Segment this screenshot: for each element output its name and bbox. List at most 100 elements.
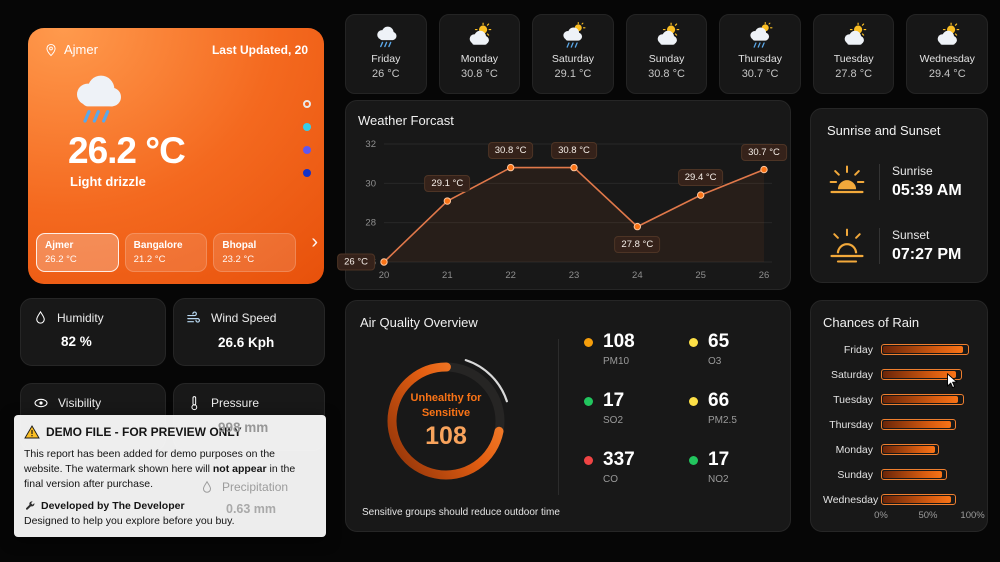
cities-next-arrow[interactable]: ›: [311, 231, 318, 253]
demo-developer-line: Developed by The Developer: [24, 500, 316, 512]
rain-bar[interactable]: [881, 344, 970, 355]
svg-text:25: 25: [695, 270, 706, 281]
aqi-gauge-svg: [380, 355, 512, 487]
metric-value: 17: [708, 449, 730, 470]
current-condition: Light drizzle: [70, 174, 146, 189]
rain-bar-track: [881, 369, 975, 380]
rain-bar-fill: [883, 346, 964, 353]
page-dot[interactable]: [303, 100, 311, 108]
eye-icon: [33, 395, 49, 411]
data-point[interactable]: [760, 165, 768, 174]
sunset-label: Sunset: [892, 228, 930, 242]
forecast-day-card[interactable]: Thursday 30.7 °C: [719, 14, 801, 94]
svg-text:24: 24: [632, 270, 643, 281]
forecast-day-card[interactable]: Saturday 29.1 °C: [532, 14, 614, 94]
svg-text:22: 22: [505, 270, 516, 281]
weather-icon: [839, 22, 869, 50]
city-chip[interactable]: Bangalore 21.2 °C: [124, 233, 208, 272]
city-name: Bangalore: [133, 240, 183, 251]
aqi-status-line2: Sensitive: [421, 406, 471, 419]
rain-day-label: Monday: [835, 443, 873, 456]
visibility-label: Visibility: [58, 396, 102, 410]
rain-bar-fill: [883, 421, 951, 428]
pressure-value: 998 mm: [218, 420, 269, 435]
rain-bar[interactable]: [881, 419, 957, 430]
demo-title: DEMO FILE - FOR PREVIEW ONLY: [46, 425, 242, 439]
page-dot[interactable]: [303, 123, 311, 131]
city-temp: 23.2 °C: [222, 254, 255, 265]
metric-value: 108: [603, 331, 635, 352]
metric-label: SO2: [603, 415, 624, 426]
rain-day-label: Wednesday: [823, 493, 879, 506]
day-label: Friday: [371, 53, 401, 65]
sunrise-row: Sunrise 05:39 AM: [827, 162, 971, 202]
metric-label: PM10: [603, 356, 630, 367]
metric-label: PM2.5: [708, 415, 737, 426]
pressure-label: Pressure: [211, 396, 260, 410]
day-label: Monday: [460, 53, 499, 65]
precipitation-droplet-icon: [200, 480, 214, 494]
rain-day-label: Saturday: [830, 368, 873, 381]
current-location: Ajmer: [64, 42, 98, 57]
rain-axis: 0% 50% 100%: [874, 510, 985, 522]
rain-row: Sunday: [823, 462, 975, 487]
wind-icon: [186, 310, 202, 326]
demo-tagline: Designed to help you explore before you …: [24, 514, 235, 527]
aqi-note: Sensitive groups should reduce outdoor t…: [362, 507, 560, 518]
svg-text:26: 26: [759, 270, 770, 281]
day-label: Thursday: [738, 53, 782, 65]
sunrise-icon: [827, 162, 867, 202]
city-name: Ajmer: [45, 240, 74, 251]
rain-bar[interactable]: [881, 369, 962, 380]
location-pin-icon: [44, 43, 58, 57]
rain-bar-fill: [883, 471, 942, 478]
svg-text:32: 32: [365, 139, 376, 150]
page-dot[interactable]: [303, 169, 311, 177]
city-temp: 26.2 °C: [45, 254, 77, 265]
forecast-day-card[interactable]: Wednesday 29.4 °C: [906, 14, 989, 94]
day-label: Wednesday: [919, 53, 975, 65]
rain-bar[interactable]: [881, 494, 957, 505]
rain-bar[interactable]: [881, 444, 940, 455]
data-point[interactable]: [570, 163, 578, 172]
weather-icon: [932, 22, 962, 50]
demo-developer-text: Developed by The Developer: [41, 500, 185, 512]
city-chip[interactable]: Bhopal 23.2 °C: [213, 233, 297, 272]
forecast-day-card[interactable]: Tuesday 27.8 °C: [812, 14, 895, 94]
rain-bar[interactable]: [881, 394, 964, 405]
rain-bar[interactable]: [881, 469, 947, 480]
sunset-icon: [827, 226, 867, 266]
wrench-icon: [24, 500, 36, 512]
day-temperature: 26 °C: [371, 68, 400, 80]
metric-status-dot: [584, 456, 593, 465]
forecast-line-chart-svg: 2628303220212223242526: [365, 139, 772, 281]
forecast-day-row: Friday 26 °C Monday 30.8 °C Saturday 29.…: [345, 14, 989, 94]
data-point[interactable]: [443, 197, 452, 205]
forecast-day-card[interactable]: Friday 26 °C: [345, 14, 427, 94]
page-dots: [303, 100, 311, 177]
rain-day-label: Sunday: [837, 468, 873, 481]
developer-name: The Developer: [112, 499, 185, 512]
metric-value: 17: [603, 390, 625, 411]
data-point[interactable]: [696, 191, 705, 199]
day-temperature: 29.4 °C: [928, 68, 966, 80]
page-dot[interactable]: [303, 146, 311, 154]
precipitation-value: 0.63 mm: [226, 502, 277, 516]
rain-bar-fill: [883, 446, 935, 453]
data-point[interactable]: [633, 222, 642, 231]
weather-icon: [371, 22, 401, 50]
data-point[interactable]: [380, 258, 388, 266]
rain-row: Wednesday: [823, 487, 975, 512]
warning-icon: [24, 424, 40, 440]
divider: [879, 228, 880, 264]
city-chip[interactable]: Ajmer 26.2 °C: [36, 233, 119, 272]
forecast-day-card[interactable]: Monday 30.8 °C: [438, 14, 521, 94]
city-temp: 21.2 °C: [133, 254, 166, 265]
forecast-day-card[interactable]: Sunday 30.8 °C: [625, 14, 708, 94]
svg-text:20: 20: [379, 270, 390, 281]
data-point[interactable]: [506, 163, 515, 172]
current-weather-card: Ajmer Last Updated, 20 26.2 °C Light dri…: [28, 28, 324, 284]
aqi-metric: 66 PM2.5: [689, 390, 776, 426]
divider: [879, 164, 880, 200]
